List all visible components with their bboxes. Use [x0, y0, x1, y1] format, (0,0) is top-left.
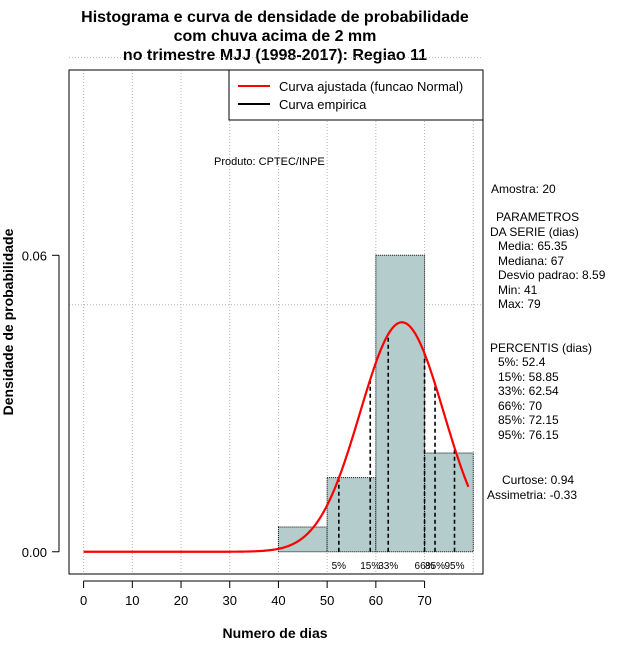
normal-curve [83, 321, 470, 553]
stat-params-heading: PARAMETROS [496, 210, 579, 224]
chart-title-line-2: com chuva acima de 2 mm [174, 28, 377, 45]
stat-min: Min: 41 [498, 283, 538, 297]
stat-p66: 66%: 70 [498, 399, 542, 413]
stats-panel: Amostra: 20 PARAMETROS DA SERIE (dias) M… [487, 182, 606, 502]
x-tick-label: 40 [271, 593, 285, 608]
x-tick-label: 0 [80, 593, 87, 608]
histogram-bar [277, 526, 328, 553]
stat-max: Max: 79 [498, 297, 541, 311]
normal-curve-line [83, 321, 470, 553]
percentile-labels: 5% 15%33% 66%85% 95% [332, 561, 465, 572]
legend-label-empirical: Curva empirica [279, 97, 367, 112]
percentile-label: 15% [360, 561, 380, 572]
y-tick-label: 0.06 [22, 248, 47, 263]
percentile-lines [338, 334, 456, 552]
percentile-label: 66% [415, 561, 435, 572]
x-axis: 0 10 20 30 40 50 60 70 [80, 580, 432, 608]
stat-p5: 5%: 52.4 [498, 355, 546, 369]
histogram-bar [375, 254, 426, 553]
legend-box [228, 69, 484, 121]
percentile-label: 5% [332, 561, 347, 572]
stat-p85: 85%: 72.15 [498, 413, 559, 427]
stat-p15: 15%: 58.85 [498, 370, 559, 384]
x-tick-label: 30 [222, 593, 236, 608]
stat-params-subheading: DA SERIE (dias) [490, 225, 579, 239]
stat-p33: 33%: 62.54 [498, 384, 559, 398]
x-tick-label: 10 [125, 593, 139, 608]
stat-p95: 95%: 76.15 [498, 428, 559, 442]
stat-skewness: Assimetria: -0.33 [487, 488, 577, 502]
percentile-label: 33% [378, 561, 398, 572]
histogram-bar [424, 452, 474, 553]
producer-note: Produto: CPTEC/INPE [214, 156, 325, 168]
stat-mean: Media: 65.35 [498, 239, 568, 253]
x-tick-label: 20 [174, 593, 188, 608]
y-tick-label: 0.00 [22, 545, 47, 560]
percentile-label: 85% [425, 561, 445, 572]
chart-title-line-1: Histograma e curva de densidade de proba… [81, 9, 469, 26]
chart-title-line-3: no trimestre MJJ (1998-2017): Regiao 11 [123, 47, 427, 64]
legend: Curva ajustada (funcao Normal) Curva emp… [228, 69, 484, 121]
stat-median: Mediana: 67 [498, 254, 564, 268]
x-tick-label: 70 [417, 593, 431, 608]
stat-sd: Desvio padrao: 8.59 [498, 268, 606, 282]
histogram-bars [277, 254, 474, 553]
x-tick-label: 50 [320, 593, 334, 608]
stat-kurtosis: Curtose: 0.94 [502, 473, 574, 487]
stat-percentis-heading: PERCENTIS (dias) [490, 341, 592, 355]
y-axis-title: Densidade de probabilidade [0, 228, 16, 415]
x-axis-title: Numero de dias [222, 625, 327, 641]
x-tick-label: 60 [369, 593, 383, 608]
stat-sample: Amostra: 20 [491, 182, 556, 196]
percentile-label: 95% [444, 561, 464, 572]
legend-label-fit: Curva ajustada (funcao Normal) [279, 79, 463, 94]
y-axis: 0.00 0.06 [22, 248, 60, 560]
